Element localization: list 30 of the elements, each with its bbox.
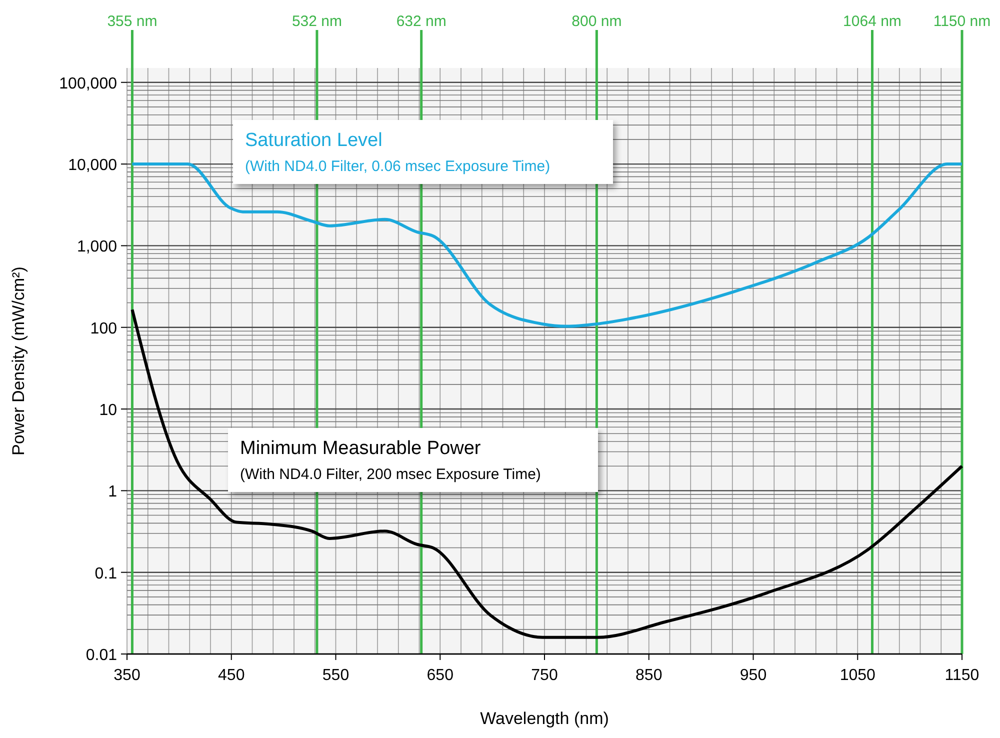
x-tick-label: 1150 (944, 667, 980, 684)
y-tick-label: 100,000 (59, 75, 118, 92)
y-tick-label: 0.1 (94, 565, 118, 582)
y-tick-label: 10,000 (68, 157, 118, 174)
y-tick-label: 1 (108, 484, 118, 501)
text: Saturation Level (245, 130, 382, 151)
annotation: (With ND4.0 Filter, 200 msec Exposure Time) (240, 466, 541, 483)
ref-line-label: 1064 nm (843, 13, 902, 30)
x-tick-label: 350 (114, 667, 140, 684)
ref-line-label: 355 nm (107, 13, 158, 30)
text: Minimum Measurable Power (240, 438, 482, 459)
x-axis-title: Wavelength (nm) (480, 709, 609, 728)
y-tick-label: 0.01 (86, 647, 118, 664)
x-tick-label: 1050 (840, 667, 876, 684)
y-tick-label: 1,000 (76, 238, 118, 256)
ref-line-label: 1150 nm (933, 13, 991, 30)
x-tick-label: 450 (218, 667, 245, 684)
x-tick-label: 550 (322, 667, 350, 684)
ref-line-label: 632 nm (396, 13, 446, 30)
ref-line-label: 532 nm (292, 13, 342, 30)
ref-line-label: 800 nm (572, 13, 622, 30)
x-tick-label: 650 (426, 667, 454, 684)
annotation: (With ND4.0 Filter, 0.06 msec Exposure Time) (245, 158, 550, 175)
x-tick-label: 950 (740, 667, 767, 684)
x-tick-label: 750 (531, 667, 558, 684)
y-tick-label: 100 (90, 320, 118, 338)
y-axis-title: Power Density (mW/cm²) (9, 266, 28, 456)
y-tick-label: 10 (99, 402, 118, 420)
line-series (130, 308, 964, 639)
x-tick-label: 850 (636, 667, 662, 684)
